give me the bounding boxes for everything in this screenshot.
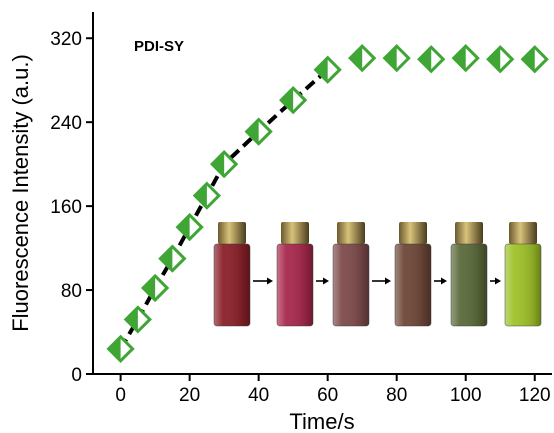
data-point bbox=[348, 44, 377, 73]
y-tick-label: 240 bbox=[50, 113, 82, 134]
vial-photo-inset bbox=[213, 222, 542, 327]
x-tick-label: 100 bbox=[450, 385, 482, 406]
arrow-head bbox=[385, 277, 391, 285]
y-tick-label: 0 bbox=[71, 365, 82, 386]
x-tick-label: 40 bbox=[248, 385, 269, 406]
vial bbox=[450, 222, 488, 327]
axes bbox=[92, 12, 552, 375]
data-point bbox=[175, 212, 204, 242]
arrow-head bbox=[495, 277, 501, 285]
x-tick-label: 60 bbox=[317, 385, 338, 406]
data-point bbox=[192, 181, 222, 210]
arrow-head bbox=[323, 277, 329, 285]
x-tick-label: 80 bbox=[386, 385, 407, 406]
data-points bbox=[106, 44, 549, 363]
vial bbox=[276, 222, 314, 327]
y-tick-label: 160 bbox=[50, 197, 82, 218]
arrow-head bbox=[267, 277, 273, 285]
arrow-head bbox=[441, 277, 447, 285]
data-point bbox=[451, 44, 480, 73]
y-tick-label: 320 bbox=[50, 29, 82, 50]
data-point bbox=[417, 45, 446, 74]
y-axis-title: Fluorescence Intensity (a.u.) bbox=[8, 54, 33, 332]
data-point bbox=[486, 45, 515, 74]
data-point bbox=[382, 44, 411, 73]
data-point bbox=[244, 117, 273, 146]
x-tick-label: 120 bbox=[519, 385, 551, 406]
x-tick-label: 20 bbox=[179, 385, 200, 406]
ticks: 0 20 40 60 80 100 120 0 80 160 240 320 bbox=[50, 29, 550, 406]
vial bbox=[332, 222, 370, 327]
x-tick-label: 0 bbox=[115, 385, 126, 406]
data-point bbox=[210, 150, 239, 179]
data-point bbox=[106, 334, 135, 363]
data-point bbox=[140, 273, 170, 303]
x-axis-title: Time/s bbox=[289, 409, 354, 433]
data-point bbox=[520, 45, 549, 74]
data-point bbox=[123, 305, 152, 334]
vial bbox=[504, 222, 542, 327]
data-point bbox=[313, 55, 342, 84]
vial bbox=[394, 222, 432, 327]
data-point bbox=[279, 86, 308, 115]
data-point bbox=[158, 244, 187, 273]
fit-line-path bbox=[118, 68, 330, 350]
fit-line bbox=[118, 68, 330, 350]
y-tick-label: 80 bbox=[61, 281, 82, 302]
chart-annotation: PDI-SY bbox=[134, 38, 184, 55]
vial bbox=[213, 222, 251, 327]
